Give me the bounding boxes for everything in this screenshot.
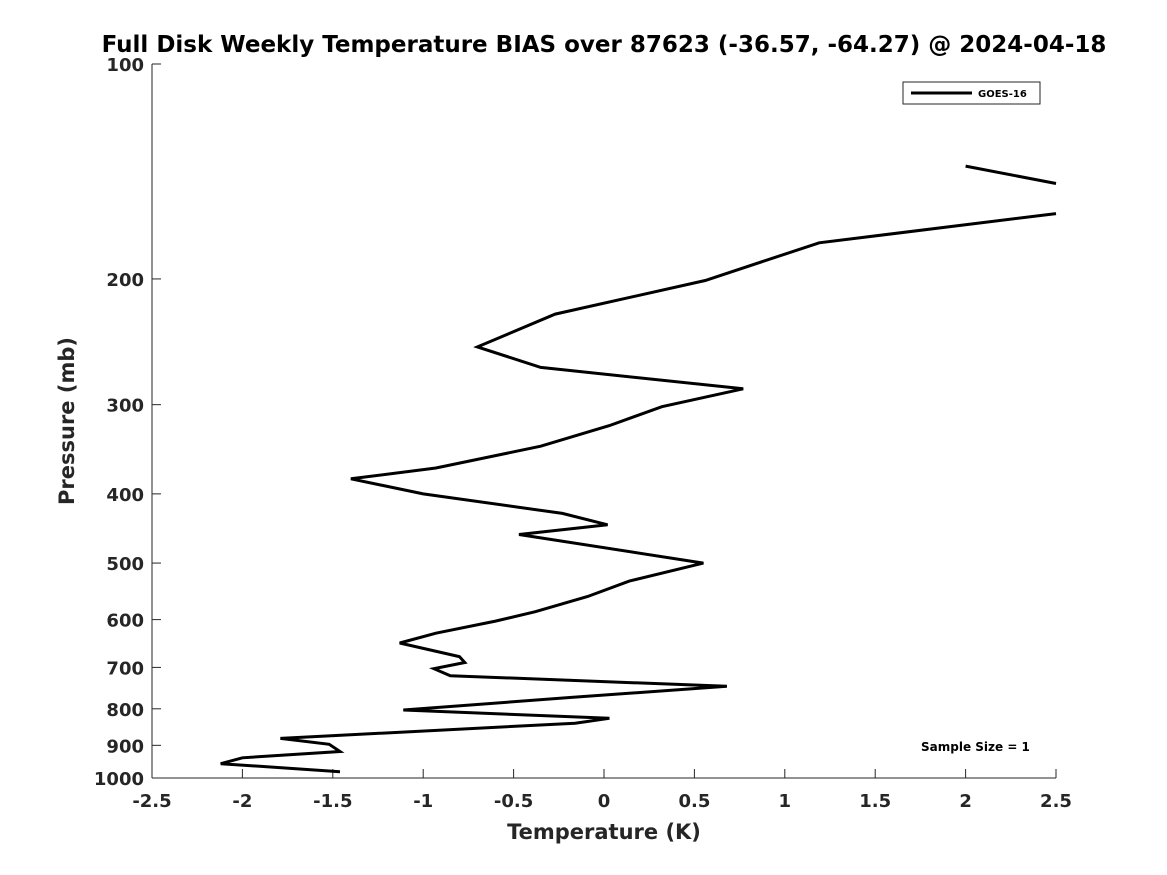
x-tick-label: 1 [779, 791, 792, 812]
x-tick-label: -1 [413, 791, 433, 812]
y-tick-label: 200 [106, 270, 144, 291]
x-tick-label: 1.5 [859, 791, 891, 812]
y-tick-label: 900 [106, 736, 144, 757]
y-tick-label: 800 [106, 700, 144, 721]
x-tick-label: 0.5 [678, 791, 710, 812]
legend: GOES-16 [902, 81, 1041, 105]
y-tick-label: 500 [106, 554, 144, 575]
y-tick-label: 1000 [94, 769, 144, 790]
y-axis-label: Pressure (mb) [55, 337, 79, 505]
series-line-goes-16 [965, 164, 1057, 185]
x-tick-label: 2 [959, 791, 972, 812]
series-layer [220, 164, 1057, 774]
x-tick-label: 2.5 [1040, 791, 1072, 812]
y-tick-label: 300 [106, 396, 144, 417]
series-line-goes-16 [220, 212, 1057, 774]
x-tick-label: -2 [232, 791, 252, 812]
axes: -2.5 -2 -1.5 -1 -0.5 0 0.5 1 1.5 2 2.5 100 200 300 400… [94, 55, 1072, 812]
y-tick-label: 700 [106, 658, 144, 679]
x-axis-label: Temperature (K) [507, 820, 701, 844]
y-tick-label: 100 [106, 55, 144, 76]
x-tick-label: -1.5 [313, 791, 352, 812]
chart-title: Full Disk Weekly Temperature BIAS over 8… [102, 32, 1107, 58]
legend-label-goes-16: GOES-16 [978, 89, 1027, 100]
sample-size-annotation: Sample Size = 1 [921, 740, 1030, 754]
x-tick-label: -0.5 [494, 791, 533, 812]
y-tick-label: 400 [106, 485, 144, 506]
x-tick-label: -2.5 [132, 791, 171, 812]
x-tick-label: 0 [598, 791, 611, 812]
y-tick-label: 600 [106, 611, 144, 632]
